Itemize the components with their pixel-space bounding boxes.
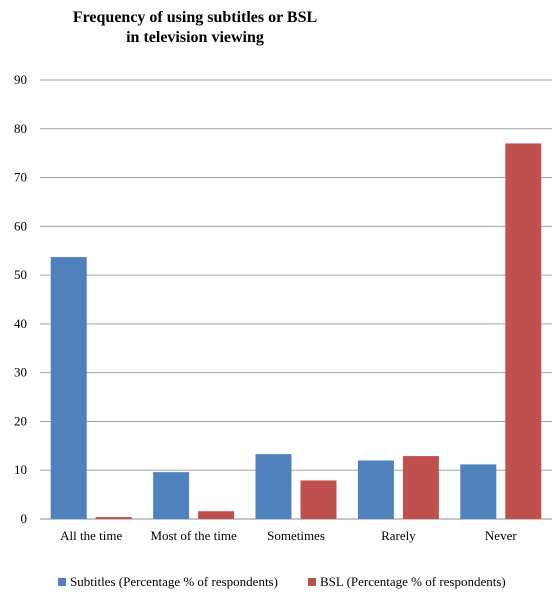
y-tick-label-40: 40 (14, 316, 27, 331)
bar-bsl-0 (95, 517, 132, 519)
chart-title: Frequency of using subtitles or BSL in t… (0, 8, 390, 48)
x-category-label-1: Most of the time (150, 528, 237, 543)
y-tick-label-80: 80 (14, 121, 27, 136)
legend-item-bsl: BSL (Percentage % of respondents) (307, 574, 506, 590)
y-axis-tick-labels: 0 10 20 30 40 50 60 70 80 90 (14, 72, 27, 526)
legend-swatch-subtitles (58, 578, 66, 586)
legend: Subtitles (Percentage % of respondents) … (58, 574, 536, 590)
bar-subtitles-0 (50, 257, 87, 519)
x-category-label-2: Sometimes (267, 528, 325, 543)
gridlines (40, 79, 552, 520)
chart-title-line-2: in television viewing (126, 29, 264, 46)
bar-chart: 0 10 20 30 40 50 60 70 80 90 All the time Most of … (14, 72, 552, 543)
bar-subtitles-4 (460, 464, 497, 519)
x-category-label-3: Rarely (381, 528, 416, 543)
bars (50, 143, 542, 519)
x-category-label-4: Never (485, 528, 517, 543)
y-tick-label-10: 10 (14, 462, 27, 477)
y-tick-label-50: 50 (14, 267, 27, 282)
x-axis-category-labels: All the time Most of the time Sometimes Rar… (60, 528, 517, 543)
legend-label-subtitles: Subtitles (Percentage % of respondents) (70, 574, 278, 589)
y-tick-label-70: 70 (14, 170, 27, 185)
bar-subtitles-2 (255, 454, 292, 519)
y-tick-label-60: 60 (14, 218, 27, 233)
chart-title-line-1: Frequency of using subtitles or BSL (72, 9, 318, 26)
legend-item-subtitles: Subtitles (Percentage % of respondents) (58, 574, 278, 590)
bar-bsl-1 (198, 511, 235, 519)
legend-swatch-bsl (307, 578, 316, 586)
bar-bsl-3 (402, 456, 439, 519)
y-tick-label-90: 90 (14, 72, 27, 87)
bar-bsl-2 (300, 480, 337, 519)
y-tick-label-0: 0 (21, 511, 28, 526)
bar-subtitles-1 (153, 472, 190, 519)
bar-bsl-4 (505, 143, 542, 519)
y-tick-label-30: 30 (14, 365, 27, 380)
x-category-label-0: All the time (60, 528, 122, 543)
legend-label-bsl: BSL (Percentage % of respondents) (319, 574, 506, 589)
bar-subtitles-3 (357, 460, 394, 519)
y-tick-label-20: 20 (14, 413, 27, 428)
